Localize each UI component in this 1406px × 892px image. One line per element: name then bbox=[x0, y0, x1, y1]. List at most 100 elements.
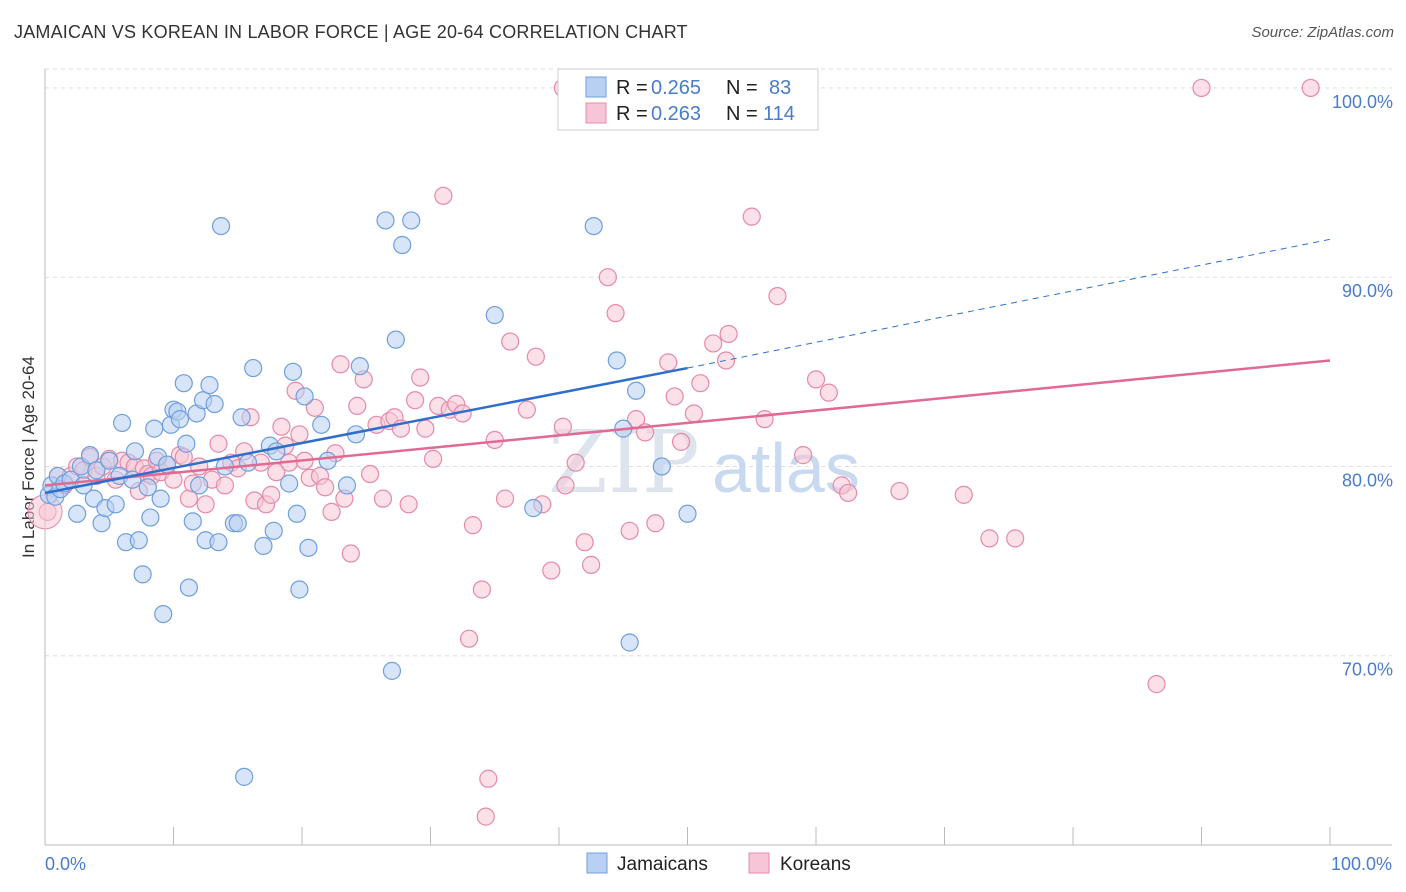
legend-r-value-jamaicans: 0.265 bbox=[651, 77, 701, 99]
korean-point bbox=[768, 287, 787, 306]
jamaican-point bbox=[524, 499, 543, 518]
jamaican-point bbox=[254, 536, 273, 556]
korean-point bbox=[659, 353, 678, 372]
bottom-legend-koreans: Koreans bbox=[780, 854, 851, 875]
korean-point bbox=[262, 485, 281, 504]
jamaican-point bbox=[205, 394, 224, 414]
jamaicans-trend-extension bbox=[687, 238, 1331, 369]
legend-r-label-koreans: R = bbox=[616, 103, 648, 125]
jamaican-point bbox=[620, 633, 639, 652]
jamaican-point bbox=[607, 351, 626, 370]
korean-point bbox=[742, 207, 761, 226]
korean-point bbox=[704, 334, 723, 353]
jamaican-point bbox=[145, 419, 164, 438]
bottom-legend: Jamaicans Koreans bbox=[586, 852, 851, 875]
jamaicans-trend-line bbox=[44, 366, 688, 495]
jamaican-point bbox=[177, 434, 196, 453]
jamaican-point bbox=[68, 504, 87, 523]
korean-point bbox=[575, 533, 594, 552]
jamaican-point bbox=[350, 357, 369, 376]
koreans-trend-line bbox=[44, 359, 1331, 487]
jamaican-point bbox=[264, 521, 283, 540]
jamaican-point bbox=[393, 235, 412, 255]
korean-point bbox=[839, 483, 858, 503]
korean-point bbox=[691, 374, 710, 393]
jamaican-point bbox=[299, 538, 318, 557]
korean-point bbox=[1192, 78, 1211, 98]
jamaican-point bbox=[238, 453, 258, 472]
jamaican-point bbox=[211, 216, 231, 236]
korean-point bbox=[305, 398, 324, 417]
korean-point bbox=[819, 383, 838, 402]
korean-point bbox=[463, 516, 483, 535]
korean-point bbox=[806, 370, 826, 389]
korean-point bbox=[980, 529, 999, 548]
korean-point bbox=[373, 489, 393, 508]
jamaican-point bbox=[170, 410, 190, 429]
jamaican-point bbox=[106, 495, 125, 514]
jamaican-point bbox=[312, 415, 331, 434]
korean-point bbox=[501, 332, 520, 351]
jamaican-point bbox=[386, 330, 405, 349]
jamaican-point bbox=[584, 216, 603, 236]
korean-point bbox=[331, 355, 350, 374]
korean-point bbox=[423, 449, 443, 468]
jamaican-point bbox=[287, 504, 306, 523]
korean-point bbox=[526, 347, 545, 366]
korean-point bbox=[646, 514, 665, 533]
jamaican-point bbox=[92, 514, 111, 533]
legend-n-label-koreans: N = bbox=[726, 103, 758, 125]
jamaican-point bbox=[678, 504, 697, 523]
jamaican-point bbox=[154, 604, 173, 624]
korean-point bbox=[476, 807, 495, 826]
jamaican-point bbox=[290, 580, 309, 599]
korean-point bbox=[794, 446, 813, 465]
korean-point bbox=[542, 561, 561, 580]
jamaican-point bbox=[133, 565, 152, 584]
watermark-atlas: atlas bbox=[712, 429, 860, 507]
jamaican-point bbox=[179, 578, 199, 597]
jamaican-point bbox=[138, 478, 157, 497]
korean-point bbox=[479, 769, 498, 788]
korean-point bbox=[411, 368, 430, 387]
legend-swatch-jamaicans bbox=[585, 76, 607, 98]
korean-point bbox=[316, 478, 335, 497]
korean-point bbox=[556, 476, 575, 495]
korean-point bbox=[434, 186, 453, 205]
y-tick-label: 70.0% bbox=[1342, 660, 1393, 680]
jamaican-point bbox=[382, 661, 402, 680]
bottom-legend-swatch-jamaicans bbox=[586, 852, 608, 874]
korean-point bbox=[665, 387, 684, 406]
korean-point bbox=[553, 417, 572, 436]
korean-point bbox=[164, 470, 183, 489]
axes bbox=[44, 69, 1392, 846]
jamaican-point bbox=[267, 442, 286, 461]
x-tick-label-min: 0.0% bbox=[45, 854, 86, 874]
korean-point bbox=[606, 304, 625, 323]
korean-point bbox=[719, 324, 738, 344]
jamaican-point bbox=[80, 446, 100, 465]
jamaican-point bbox=[183, 512, 202, 531]
legend-r-label-jamaicans: R = bbox=[616, 77, 648, 99]
jamaican-point bbox=[125, 442, 145, 461]
jamaican-point bbox=[232, 408, 251, 427]
korean-point bbox=[517, 400, 536, 419]
jamaican-point bbox=[295, 387, 314, 406]
jamaican-point bbox=[652, 457, 671, 476]
jamaican-point bbox=[235, 767, 254, 786]
korean-point bbox=[215, 476, 234, 495]
jamaican-point bbox=[112, 413, 132, 433]
jamaican-point bbox=[283, 362, 303, 381]
jamaicans-points bbox=[39, 211, 697, 786]
legend-swatch-koreans bbox=[585, 102, 607, 124]
legend-box: R = 0.265 N = 83 R = 0.263 N = 114 bbox=[557, 68, 819, 131]
korean-point bbox=[416, 419, 435, 438]
korean-point bbox=[582, 555, 601, 574]
jamaican-point bbox=[190, 476, 209, 495]
jamaican-point bbox=[376, 211, 395, 230]
y-tick-label: 90.0% bbox=[1342, 281, 1393, 301]
korean-point bbox=[1006, 529, 1025, 548]
korean-point bbox=[598, 268, 617, 287]
jamaican-point bbox=[318, 451, 337, 470]
